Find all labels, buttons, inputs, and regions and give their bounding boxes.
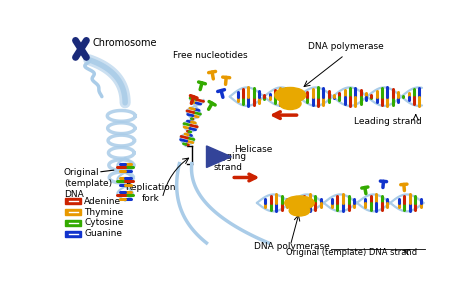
Bar	[65, 231, 81, 237]
Bar	[65, 209, 81, 215]
Text: Original
(template)
DNA: Original (template) DNA	[64, 168, 112, 199]
Text: Original (template) DNA strand: Original (template) DNA strand	[286, 248, 417, 258]
Ellipse shape	[285, 196, 314, 210]
Text: Free nucleotides: Free nucleotides	[173, 51, 248, 60]
Text: DNA polymerase: DNA polymerase	[308, 42, 384, 51]
Text: Replication
fork: Replication fork	[126, 183, 176, 203]
Ellipse shape	[289, 205, 310, 216]
Text: Chromosome: Chromosome	[92, 38, 157, 48]
Text: DNA polymerase: DNA polymerase	[254, 242, 329, 251]
Polygon shape	[207, 146, 231, 168]
Text: Thymine: Thymine	[84, 208, 123, 217]
Text: Leading strand: Leading strand	[354, 117, 422, 126]
Text: Adenine: Adenine	[84, 197, 121, 206]
Bar	[65, 198, 81, 204]
Ellipse shape	[275, 88, 306, 103]
Text: Guanine: Guanine	[84, 229, 122, 238]
Text: Cytosine: Cytosine	[84, 218, 123, 227]
Ellipse shape	[279, 98, 301, 110]
Text: Helicase: Helicase	[235, 145, 273, 154]
Text: Lagging
strand: Lagging strand	[210, 152, 246, 172]
Bar	[65, 220, 81, 226]
